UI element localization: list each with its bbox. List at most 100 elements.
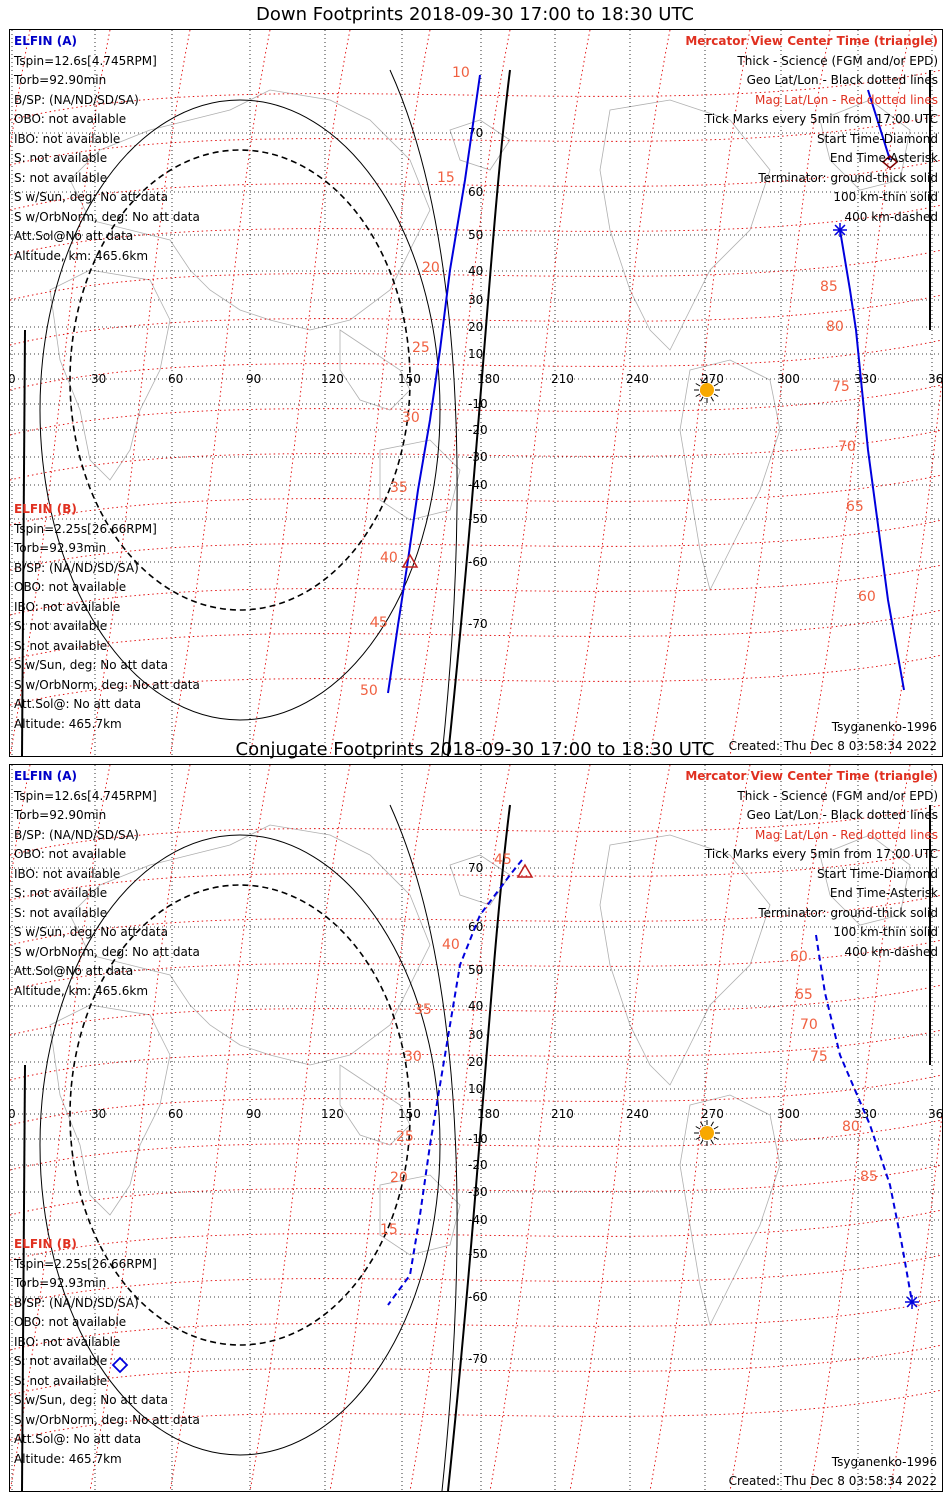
mag-parallel [10,939,942,991]
mag-meridian [409,30,511,756]
elfin-b-info-line: Altitude: 465.7km [14,716,122,731]
sun-ray [710,396,714,402]
latitude-tick-label: 30 [468,293,483,307]
altitude-400km-ring [69,149,411,611]
tick-label-mag: 45 [370,615,388,631]
longitude-tick-label: 90 [246,1107,261,1121]
elfin-b-info-line: OBO: not available [14,580,127,594]
track-tick-labels: 45 40 35 30 25 20 15 60 65 70 75 80 85 [380,852,878,1238]
coastline-path [679,359,781,592]
tick-label-mag: 20 [422,260,440,276]
latitude-tick-label: 10 [468,347,483,361]
elfin-b-info-line: Torb=92.93min [14,1276,107,1290]
elfin-b-info-line: OBO: not available [14,1315,127,1329]
mag-parallel [10,1164,942,1216]
legend-line: Geo Lat/Lon - Black dotted lines [746,808,938,822]
mag-parallel [10,894,942,946]
mag-meridian [809,30,911,756]
mag-parallel [10,69,942,121]
mag-parallel [10,1389,942,1441]
coastline-path [379,439,461,521]
mag-grid [10,765,942,1491]
sun-ray [713,383,719,387]
elfin-a-info-line: OBO: not available [14,847,127,861]
mag-meridian [409,765,511,1491]
mag-meridian [169,765,271,1491]
longitude-tick-label: 90 [246,372,261,386]
sun-ray [700,1121,704,1127]
legend-line: Mercator View Center Time (triangle) [685,769,938,783]
created-timestamp: Created: Thu Dec 8 03:58:34 2022 [728,739,937,753]
mag-meridian [809,765,911,1491]
elfin-b-info: ELFIN (B) Tspin=2.25s[26.66RPM] Torb=92.93… [14,1235,200,1469]
terminator-ground-left [21,329,26,756]
mag-meridian [329,765,431,1491]
coastline-path [599,99,771,351]
tick-label-mag: 75 [810,1049,828,1065]
mag-meridian [169,30,271,756]
mag-parallel [10,1209,942,1261]
latitude-tick-label: 60 [468,185,483,199]
panel-title: Conjugate Footprints 2018-09-30 17:00 to… [235,739,715,760]
asterisk-stroke [906,1296,918,1308]
terminator-ground-right [447,69,511,756]
latitude-tick-label: 70 [468,861,483,875]
elfin-a-info-line: Torb=92.90min [14,808,107,822]
elfin-a-info-line: IBO: not available [14,131,121,146]
tick-label-mag: 45 [494,852,512,868]
terminator-100km [389,69,458,756]
coastline-path [339,1064,411,1146]
latitude-tick-label: -20 [468,423,488,437]
legend-line: Thick - Science (FGM and/or EPD) [737,788,938,803]
track-line-east [839,229,905,691]
legend-line: 100 km-thin solid [833,925,938,939]
triangle-icon [401,553,419,568]
mag-parallel [10,804,942,856]
altitude-400km-ring [69,884,411,1346]
elfin-b-info-line: Tspin=2.25s[26.66RPM] [14,1256,157,1271]
tick-label-mag: 70 [838,439,856,455]
mag-parallel [10,654,942,706]
elfin-a-info-line: B/SP: (NA/ND/SD/SA) [14,827,139,842]
sun-ray [713,393,719,397]
elfin-a-info-line: ELFIN (A) [14,769,77,783]
terminator [21,69,931,756]
longitude-tick-label: 300 [777,372,800,386]
mag-parallel [10,249,942,301]
legend-line: 400 km-dashed [844,209,938,224]
mag-meridian [249,30,351,756]
longitude-tick-label: 120 [321,1107,344,1121]
elfin-a-info-line: Att.Sol@No att data [14,964,134,978]
tick-label-mag: 15 [437,170,455,186]
elfin-b-info-line: Altitude: 465.7km [14,1451,122,1466]
legend-line: Terminator: ground-thick solid [758,905,938,920]
elfin-a-info-line: Tspin=12.6s[4.745RPM] [14,788,157,803]
legend: Mercator View Center Time (triangle) Thic… [685,767,938,962]
asterisk-icon [905,1295,919,1309]
elfin-b-info-line: S: not available [14,1354,108,1368]
elfin-a-info-line: S: not available [14,170,108,185]
mag-meridian [489,765,591,1491]
mag-parallel [10,384,942,436]
sun-ray [700,396,704,402]
coastline-path [49,1004,171,1216]
tick-label-mag: 35 [390,480,408,496]
elfin-a-info-line: S w/OrbNorm, deg: No att data [14,944,200,959]
elfin-b-info-line: Tspin=2.25s[26.66RPM] [14,521,157,536]
mag-meridian [89,765,191,1491]
coastline-path [339,329,411,411]
mag-meridian [489,30,591,756]
sun-ray [713,1126,719,1130]
longitude-tick-label: 30 [91,1107,106,1121]
tick-label-mag: 60 [790,949,808,965]
legend-line: Terminator: ground-thick solid [758,170,938,185]
legend-line: 100 km-thin solid [833,190,938,204]
mag-meridian [729,765,831,1491]
altitude-100km-ring [39,834,441,1456]
asterisk-stroke [834,224,846,236]
mag-meridian [569,30,671,756]
longitude-tick-label: 330 [854,1107,877,1121]
sun-ray [700,1139,704,1145]
tick-label-mag: 30 [402,410,420,426]
tick-label-mag: 65 [795,987,813,1003]
